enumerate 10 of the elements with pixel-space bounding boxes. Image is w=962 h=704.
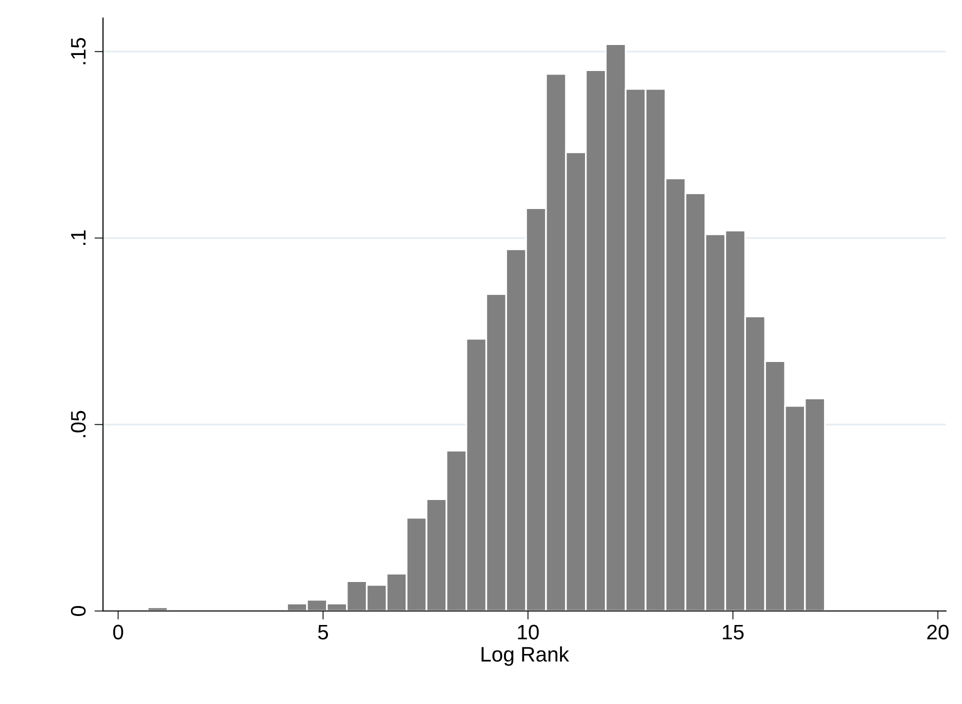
x-tick-label: 20 [927, 624, 949, 640]
x-tick-label: 10 [518, 624, 539, 640]
y-tick-label: .1 [71, 230, 86, 245]
x-axis-title: Log Rank [482, 646, 570, 666]
y-tick-label: 0 [70, 606, 86, 616]
y-tick-label: .15 [71, 38, 86, 64]
x-tick-label: 5 [318, 624, 328, 640]
y-tick-label: .05 [70, 410, 86, 438]
x-tick-label: 0 [113, 624, 124, 640]
x-tick-label: 15 [722, 624, 744, 640]
